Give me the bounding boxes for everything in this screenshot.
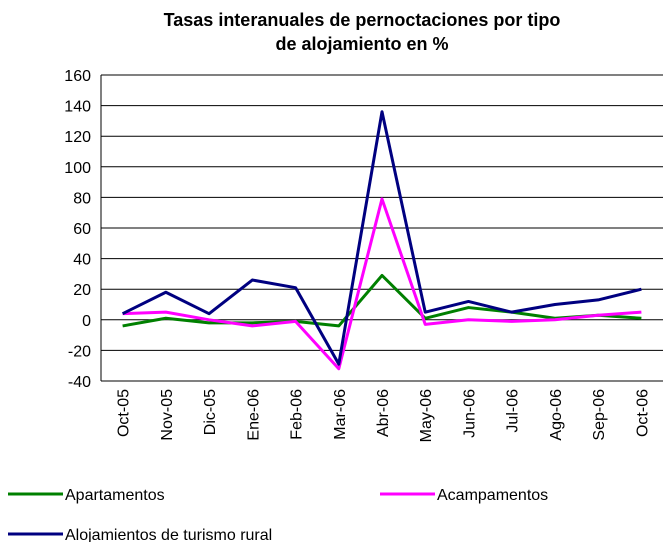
chart-title: Tasas interanuales de pernoctaciones por… xyxy=(163,10,561,54)
y-tick-label: -40 xyxy=(68,374,91,391)
y-tick-label: -20 xyxy=(68,343,91,360)
x-tick-label: Sep-06 xyxy=(591,389,608,441)
legend-label: Alojamientos de turismo rural xyxy=(65,527,272,542)
y-tick-label: 0 xyxy=(82,313,91,330)
y-tick-label: 40 xyxy=(73,252,91,269)
y-tick-label: 20 xyxy=(73,282,91,299)
x-tick-label: Nov-05 xyxy=(159,389,176,441)
x-tick-label: Abr-06 xyxy=(375,389,392,437)
x-tick-label: Jul-06 xyxy=(505,389,522,433)
y-tick-label: 80 xyxy=(73,190,91,207)
x-tick-label: Dic-05 xyxy=(202,389,219,435)
y-tick-label: 60 xyxy=(73,221,91,238)
x-tick-label: Oct-06 xyxy=(634,389,651,437)
series-line xyxy=(121,110,642,366)
series-line xyxy=(122,197,642,371)
x-tick-label: Jun-06 xyxy=(461,389,478,438)
series-line xyxy=(122,273,642,328)
y-tick-label: 160 xyxy=(64,68,91,85)
x-tick-label: May-06 xyxy=(418,389,435,442)
legend-label: Acampamentos xyxy=(437,487,548,504)
y-tick-label: 100 xyxy=(64,160,91,177)
x-tick-label: Oct-05 xyxy=(116,389,133,437)
x-tick-label: Mar-06 xyxy=(332,389,349,440)
x-tick-label: Ene-06 xyxy=(245,389,262,441)
x-tick-label: Ago-06 xyxy=(548,389,565,441)
x-tick-label: Feb-06 xyxy=(289,389,306,440)
y-tick-label: 120 xyxy=(64,129,91,146)
y-tick-label: 140 xyxy=(64,99,91,116)
legend-label: Apartamentos xyxy=(65,487,165,504)
